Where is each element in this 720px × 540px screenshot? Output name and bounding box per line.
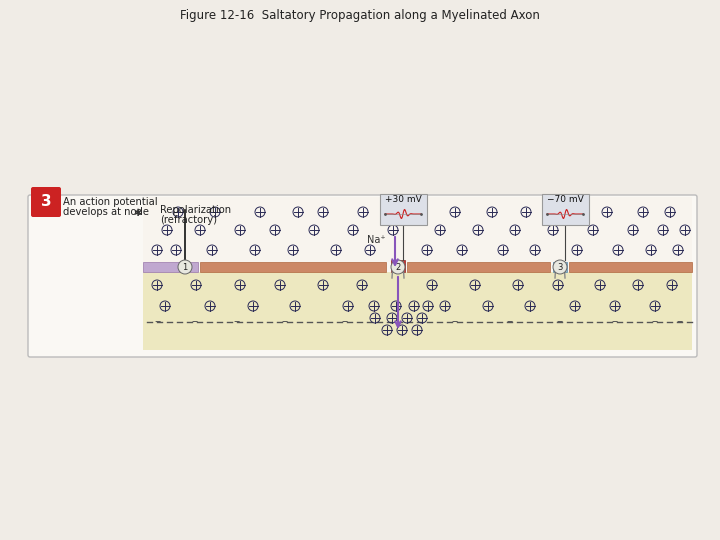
- Text: –: –: [557, 315, 563, 328]
- Text: Repolarization: Repolarization: [160, 205, 231, 215]
- Bar: [143, 272, 692, 350]
- Bar: [391, 260, 405, 272]
- FancyBboxPatch shape: [31, 187, 61, 217]
- Bar: [143, 262, 198, 272]
- Text: –: –: [507, 315, 513, 328]
- Circle shape: [178, 260, 192, 274]
- Bar: [200, 262, 386, 272]
- Text: –: –: [452, 315, 458, 328]
- Text: –: –: [612, 315, 618, 328]
- Text: (refractory): (refractory): [160, 215, 217, 225]
- Text: 1: 1: [182, 262, 188, 272]
- Text: –: –: [192, 315, 198, 328]
- Text: –: –: [234, 315, 240, 328]
- Text: 3: 3: [557, 262, 563, 272]
- Text: An action potential: An action potential: [63, 197, 158, 207]
- Text: 3: 3: [41, 194, 51, 210]
- Text: –: –: [342, 315, 348, 328]
- Circle shape: [553, 260, 567, 274]
- Text: 2: 2: [395, 262, 400, 272]
- Text: ✱: ✱: [133, 208, 141, 218]
- Bar: [143, 197, 692, 262]
- Text: +30 mV: +30 mV: [384, 195, 421, 205]
- Text: Na⁺: Na⁺: [366, 235, 385, 245]
- Text: develops at node: develops at node: [63, 207, 149, 217]
- Text: –: –: [677, 315, 683, 328]
- FancyBboxPatch shape: [541, 193, 588, 225]
- Text: Figure 12-16  Saltatory Propagation along a Myelinated Axon: Figure 12-16 Saltatory Propagation along…: [180, 9, 540, 22]
- Text: –: –: [155, 315, 161, 328]
- FancyBboxPatch shape: [379, 193, 426, 225]
- Circle shape: [391, 260, 405, 274]
- Bar: [569, 262, 692, 272]
- FancyBboxPatch shape: [28, 195, 697, 357]
- Text: −70 mV: −70 mV: [546, 195, 583, 205]
- Bar: [553, 262, 567, 272]
- Bar: [407, 262, 550, 272]
- Text: –: –: [652, 315, 658, 328]
- Text: –: –: [282, 315, 288, 328]
